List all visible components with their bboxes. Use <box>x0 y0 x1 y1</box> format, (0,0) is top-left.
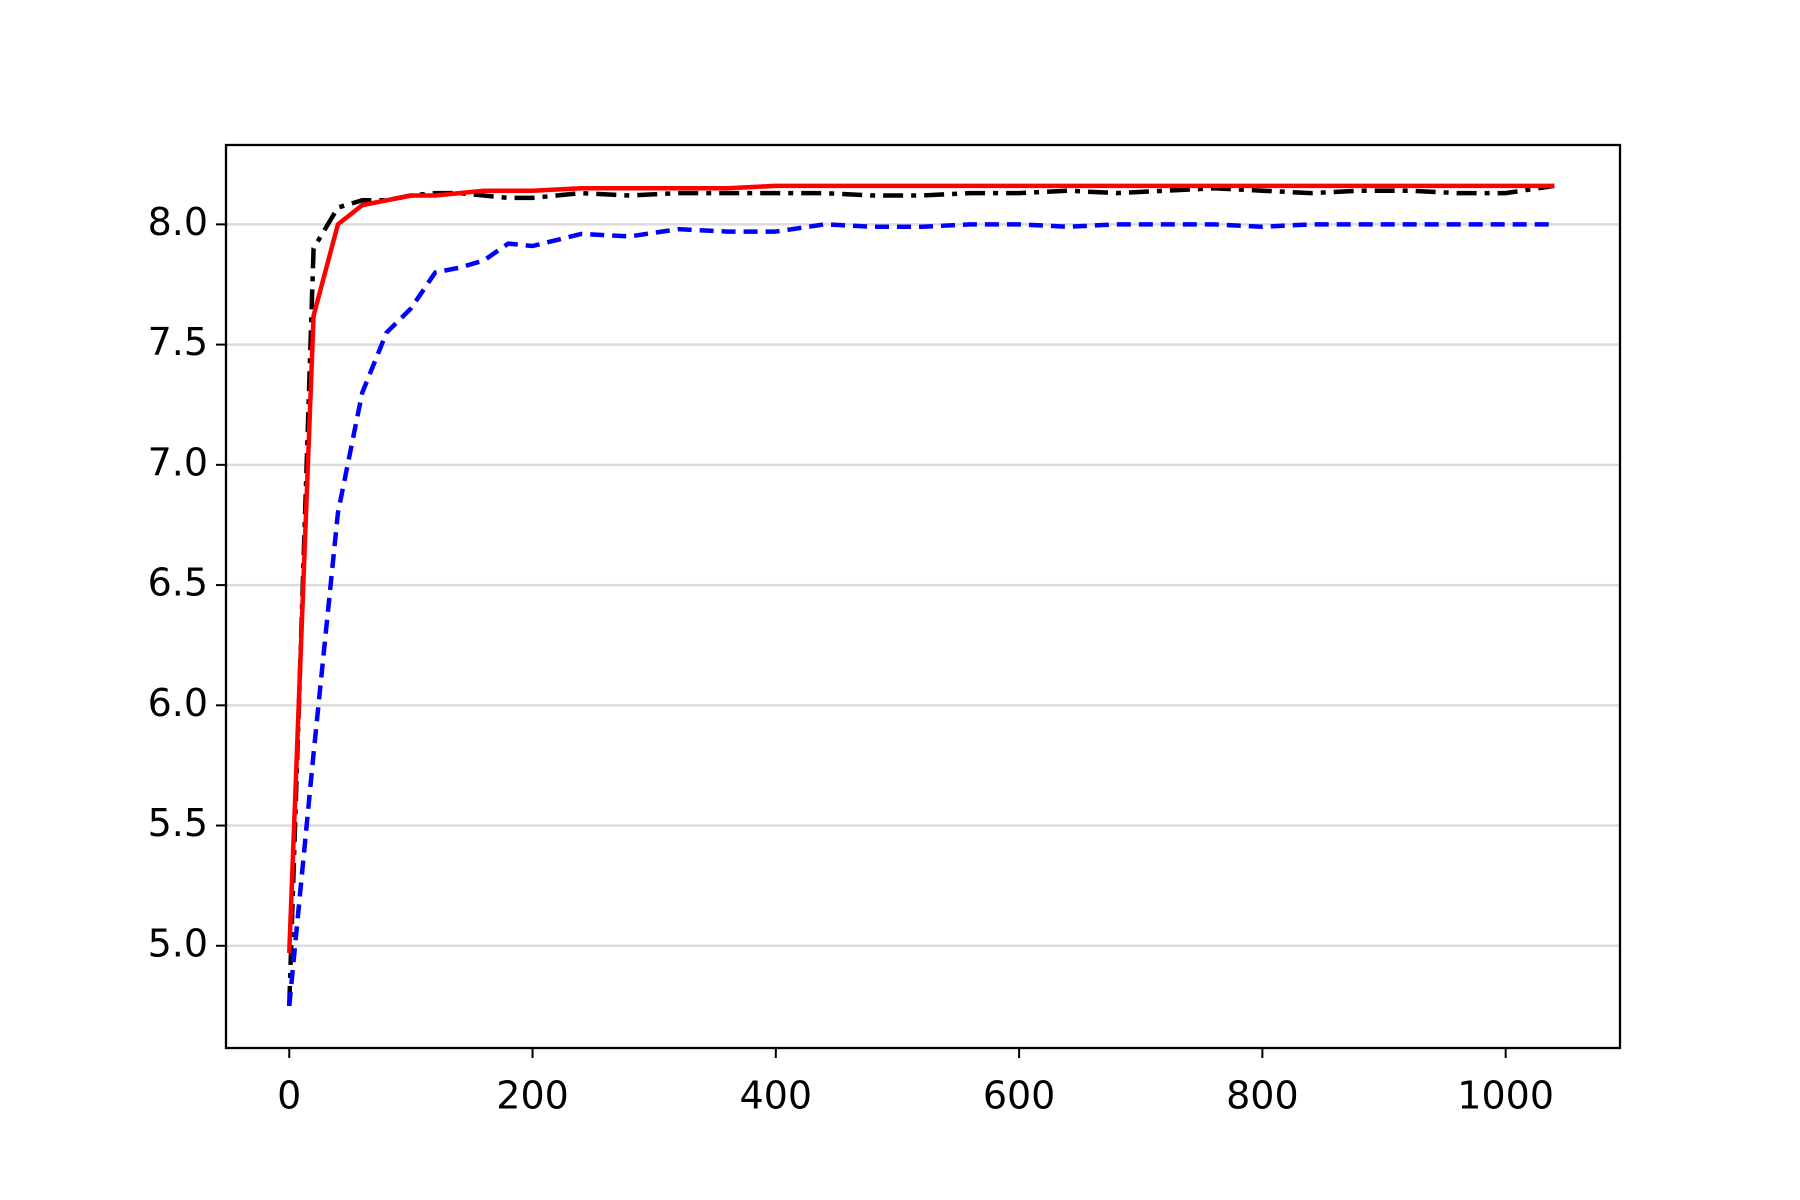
y-tick-label: 7.0 <box>148 440 208 484</box>
x-tick-label: 200 <box>496 1074 569 1118</box>
y-tick-label: 6.0 <box>148 681 208 725</box>
plot-frame <box>224 143 1622 1050</box>
x-tick-label: 600 <box>983 1074 1056 1118</box>
series-line <box>287 183 1555 954</box>
y-tick-label: 6.5 <box>148 561 208 605</box>
y-tick-label: 5.0 <box>148 921 208 965</box>
y-tick-label: 8.0 <box>148 200 208 244</box>
series-line <box>287 222 1555 1007</box>
x-tick-label: 800 <box>1226 1074 1299 1118</box>
x-tick-label: 0 <box>277 1074 301 1118</box>
y-tick-label: 5.5 <box>148 801 208 845</box>
x-tick-label: 400 <box>740 1074 813 1118</box>
series-line <box>287 183 1555 1006</box>
y-tick-label: 7.5 <box>148 320 208 364</box>
x-tick-label: 1000 <box>1457 1074 1554 1118</box>
